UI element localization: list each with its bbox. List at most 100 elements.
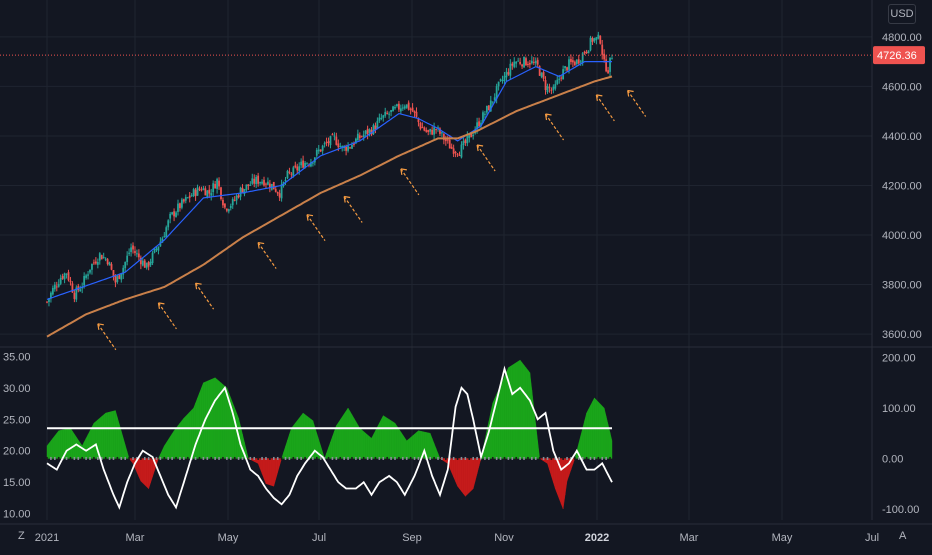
oscillator-area: [371, 434, 374, 459]
zero-dot: [546, 456, 549, 460]
zero-dot: [554, 456, 557, 460]
axes: 4800.00 4600.00 4400.00 4200.00 4000.00 3800.…: [3, 32, 925, 544]
oscillator-area: [410, 435, 413, 459]
osc-right-tick-label: -100.00: [882, 504, 919, 516]
candle-body: [53, 284, 56, 290]
oscillator-area: [607, 424, 611, 459]
oscillator-area: [164, 442, 167, 459]
oscillator-area: [504, 371, 507, 459]
oscillator-area: [89, 426, 93, 459]
candle-body: [116, 276, 119, 283]
candle-body: [575, 59, 578, 65]
oscillator-area: [402, 434, 405, 459]
candle-body: [159, 241, 162, 247]
candle-body: [458, 155, 461, 157]
zero-dot: [507, 456, 510, 460]
oscillator-area: [367, 434, 370, 459]
candle-body: [251, 178, 254, 184]
candle-body: [489, 100, 492, 112]
candle-body: [503, 75, 506, 82]
oscillator-area: [189, 409, 192, 459]
candle-body: [200, 189, 203, 191]
zero-dot: [202, 456, 205, 460]
oscillator-area: [142, 458, 145, 486]
candle-body: [552, 86, 555, 90]
oscillator-area: [214, 377, 218, 459]
candle-body: [75, 287, 78, 300]
pullback-arrow: [97, 323, 117, 351]
zero-dot: [581, 456, 584, 460]
oscillator-area: [287, 434, 290, 459]
candle-body: [139, 257, 142, 265]
zero-dot: [394, 456, 396, 460]
candle-body: [231, 198, 234, 206]
zero-dot: [511, 456, 514, 460]
candle-body: [525, 58, 527, 66]
candle-body: [517, 60, 520, 62]
candle-body: [513, 61, 516, 68]
zero-dot: [163, 456, 166, 460]
candle-body: [341, 146, 344, 148]
arrow-head: [627, 89, 634, 97]
candle-body: [519, 61, 522, 64]
candle-body: [536, 59, 539, 65]
candle-body: [556, 79, 559, 84]
candle-body: [564, 66, 566, 69]
oscillator-area: [519, 359, 523, 459]
oscillator-area: [467, 458, 470, 495]
oscillator-area: [271, 458, 274, 487]
candle-body: [437, 127, 439, 129]
candle-body: [272, 181, 275, 190]
candle-body: [380, 117, 383, 119]
candle-body: [532, 61, 535, 63]
oscillator-area: [334, 425, 337, 459]
oscillator-area: [609, 432, 613, 459]
candle-body: [560, 77, 563, 79]
candle-body: [399, 108, 402, 112]
oscillator-area: [363, 431, 366, 459]
price-tick-label: 4800.00: [882, 32, 922, 44]
oscillator-area: [453, 458, 456, 482]
candle-body: [87, 274, 89, 276]
zero-dot: [167, 456, 170, 460]
zero-dot: [609, 456, 611, 460]
oscillator-area: [588, 405, 591, 459]
zero-dot: [359, 456, 361, 460]
candle-body: [128, 252, 131, 254]
candle-body: [358, 135, 361, 138]
oscillator-area: [406, 438, 409, 459]
candle-body: [507, 72, 510, 75]
candle-body: [386, 112, 389, 114]
candle-body: [71, 283, 74, 293]
zero-dot: [331, 456, 334, 460]
candle-body: [210, 193, 213, 196]
zero-dot: [179, 456, 181, 460]
candle-body: [353, 143, 355, 145]
oscillator-area: [140, 458, 143, 484]
zero-dot: [550, 456, 553, 460]
time-tick-label: May: [218, 532, 239, 544]
oscillator-area: [289, 428, 292, 459]
oscillator-area: [433, 443, 437, 459]
zero-dot: [366, 456, 369, 460]
oscillator-area: [404, 437, 407, 459]
candle-body: [593, 38, 596, 42]
pullback-arrow: [476, 144, 496, 172]
zero-dot: [112, 456, 115, 460]
zero-dot: [284, 456, 287, 460]
oscillator-area: [463, 458, 466, 497]
oscillator-area: [396, 425, 400, 459]
candle-body: [366, 128, 369, 135]
candle-body: [259, 182, 261, 184]
candle-body: [171, 212, 174, 215]
candle-body: [112, 270, 115, 277]
candle-body: [433, 127, 435, 135]
oscillator-area: [400, 431, 404, 459]
zoom-button[interactable]: Z: [18, 530, 25, 542]
osc-right-tick-label: 200.00: [882, 353, 916, 365]
currency-button[interactable]: USD: [888, 4, 916, 24]
time-tick-label: 2021: [35, 532, 59, 544]
auto-scale-button[interactable]: A: [899, 530, 907, 542]
